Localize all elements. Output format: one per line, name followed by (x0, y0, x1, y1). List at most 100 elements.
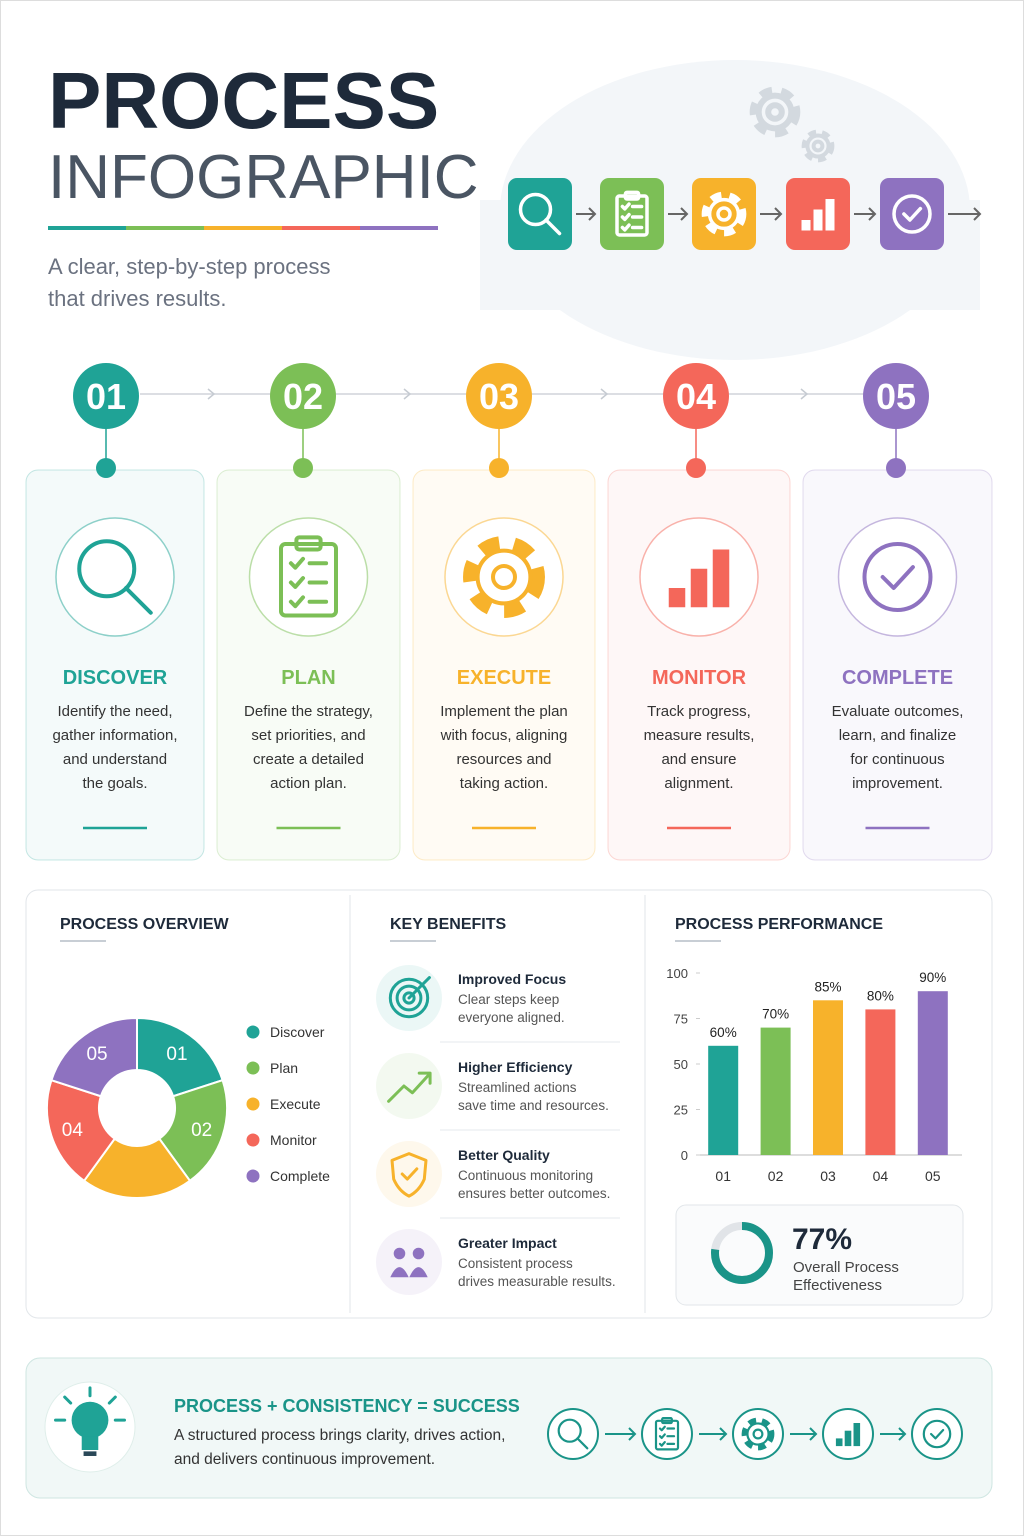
donut-segment (136, 1016, 224, 1098)
y-tick-label: 75 (674, 1012, 688, 1027)
arrow-head (898, 1427, 907, 1441)
icon-part (716, 206, 732, 222)
icon-part (668, 588, 686, 608)
icon-part (463, 536, 545, 618)
icon-part (387, 1071, 432, 1103)
x-tick-label: 03 (820, 1168, 836, 1184)
benefit-text: everyone aligned. (458, 1010, 565, 1025)
step-description: set priorities, and (251, 727, 365, 744)
icon-part (518, 192, 553, 227)
icon-part (390, 1152, 428, 1198)
title-underline (126, 226, 204, 230)
arrow-head (628, 1427, 637, 1441)
hero-step (600, 178, 664, 250)
icon-part (813, 209, 823, 231)
icon-part (825, 199, 835, 231)
icon-part (107, 1395, 117, 1405)
effectiveness-label: Effectiveness (793, 1277, 882, 1294)
title: PROCESS (48, 56, 439, 145)
title-underline (204, 226, 282, 230)
donut-segment (46, 1078, 117, 1183)
icon-part (658, 1441, 666, 1447)
footer-step (547, 1408, 599, 1460)
step-dot (293, 458, 313, 478)
donut-label: 05 (86, 1044, 107, 1065)
icon-part (765, 102, 785, 122)
benefit-title: Improved Focus (458, 971, 566, 987)
y-tick-label: 50 (674, 1057, 688, 1072)
connector-arrow (403, 388, 412, 400)
icon-part (712, 549, 730, 608)
icon-part (544, 218, 562, 236)
step-badge (466, 363, 532, 429)
step-description: measure results, (644, 727, 755, 744)
step-title: EXECUTE (457, 667, 551, 689)
icon-part (811, 139, 825, 153)
icon-search (77, 539, 153, 615)
step-icon-ring (55, 517, 175, 637)
benefit-text: drives measurable results. (458, 1274, 616, 1289)
donut-segment (50, 1016, 138, 1098)
icon-trend (387, 1071, 432, 1103)
donut-segment (82, 1137, 192, 1199)
legend-dot (246, 1169, 260, 1183)
step-description: alignment. (664, 775, 733, 792)
icon-gear (463, 536, 545, 618)
icon-part (929, 1428, 945, 1440)
icon-part (801, 129, 835, 163)
benefit-text: Clear steps keep (458, 992, 559, 1007)
icon-part (741, 1417, 775, 1451)
step-description: Identify the need, (57, 703, 172, 720)
step-description: the goals. (82, 775, 147, 792)
icon-part (620, 223, 631, 232)
step-icon-ring (837, 517, 958, 637)
icon-part (288, 595, 305, 609)
step-description: Implement the plan (440, 703, 568, 720)
icon-part (835, 1438, 843, 1447)
donut-label: 04 (62, 1120, 84, 1141)
bar-value-label: 85% (814, 979, 841, 994)
step-number: 01 (86, 376, 126, 417)
icon-part (658, 1433, 666, 1440)
icon-part (749, 86, 801, 138)
step-badge (663, 363, 729, 429)
icon-part (623, 190, 641, 201)
benefit-text: Streamlined actions (458, 1080, 577, 1095)
legend-dot (246, 1133, 260, 1147)
step-description: for continuous (850, 751, 944, 768)
x-tick-label: 04 (873, 1168, 889, 1184)
icon-gear (741, 1417, 775, 1451)
icon-part (576, 1437, 589, 1450)
footer-text: and delivers continuous improvement. (174, 1451, 435, 1468)
footer-panel (25, 1357, 993, 1499)
icon-part (390, 1267, 409, 1278)
icon-part (83, 1451, 97, 1456)
benefit-text: Consistent process (458, 1256, 573, 1271)
icon-search (557, 1418, 589, 1450)
step-description: Evaluate outcomes, (832, 703, 964, 720)
footer-step (732, 1408, 784, 1460)
icon-part (407, 976, 431, 1000)
icon-people (390, 1247, 428, 1278)
legend-label: Discover (270, 1024, 325, 1040)
step-description: Define the strategy, (244, 703, 373, 720)
x-tick-label: 02 (768, 1168, 784, 1184)
step-number: 05 (876, 376, 916, 417)
icon-part (409, 1267, 428, 1278)
icon-gear (749, 86, 801, 138)
step-description: create a detailed (253, 751, 364, 768)
icon-part (658, 1425, 666, 1432)
step-badge (270, 363, 336, 429)
arrow-head (588, 207, 597, 221)
step-description: resources and (456, 751, 551, 768)
icon-part (81, 1436, 99, 1450)
icon-part (862, 542, 933, 612)
donut-label: 02 (191, 1120, 212, 1141)
icon-part (71, 1401, 109, 1439)
donut-label: 01 (166, 1044, 187, 1065)
x-tick-label: 05 (925, 1168, 941, 1184)
icon-part (654, 1419, 680, 1451)
icon-part (690, 568, 708, 608)
bar (760, 1027, 791, 1155)
legend-label: Monitor (270, 1132, 317, 1148)
